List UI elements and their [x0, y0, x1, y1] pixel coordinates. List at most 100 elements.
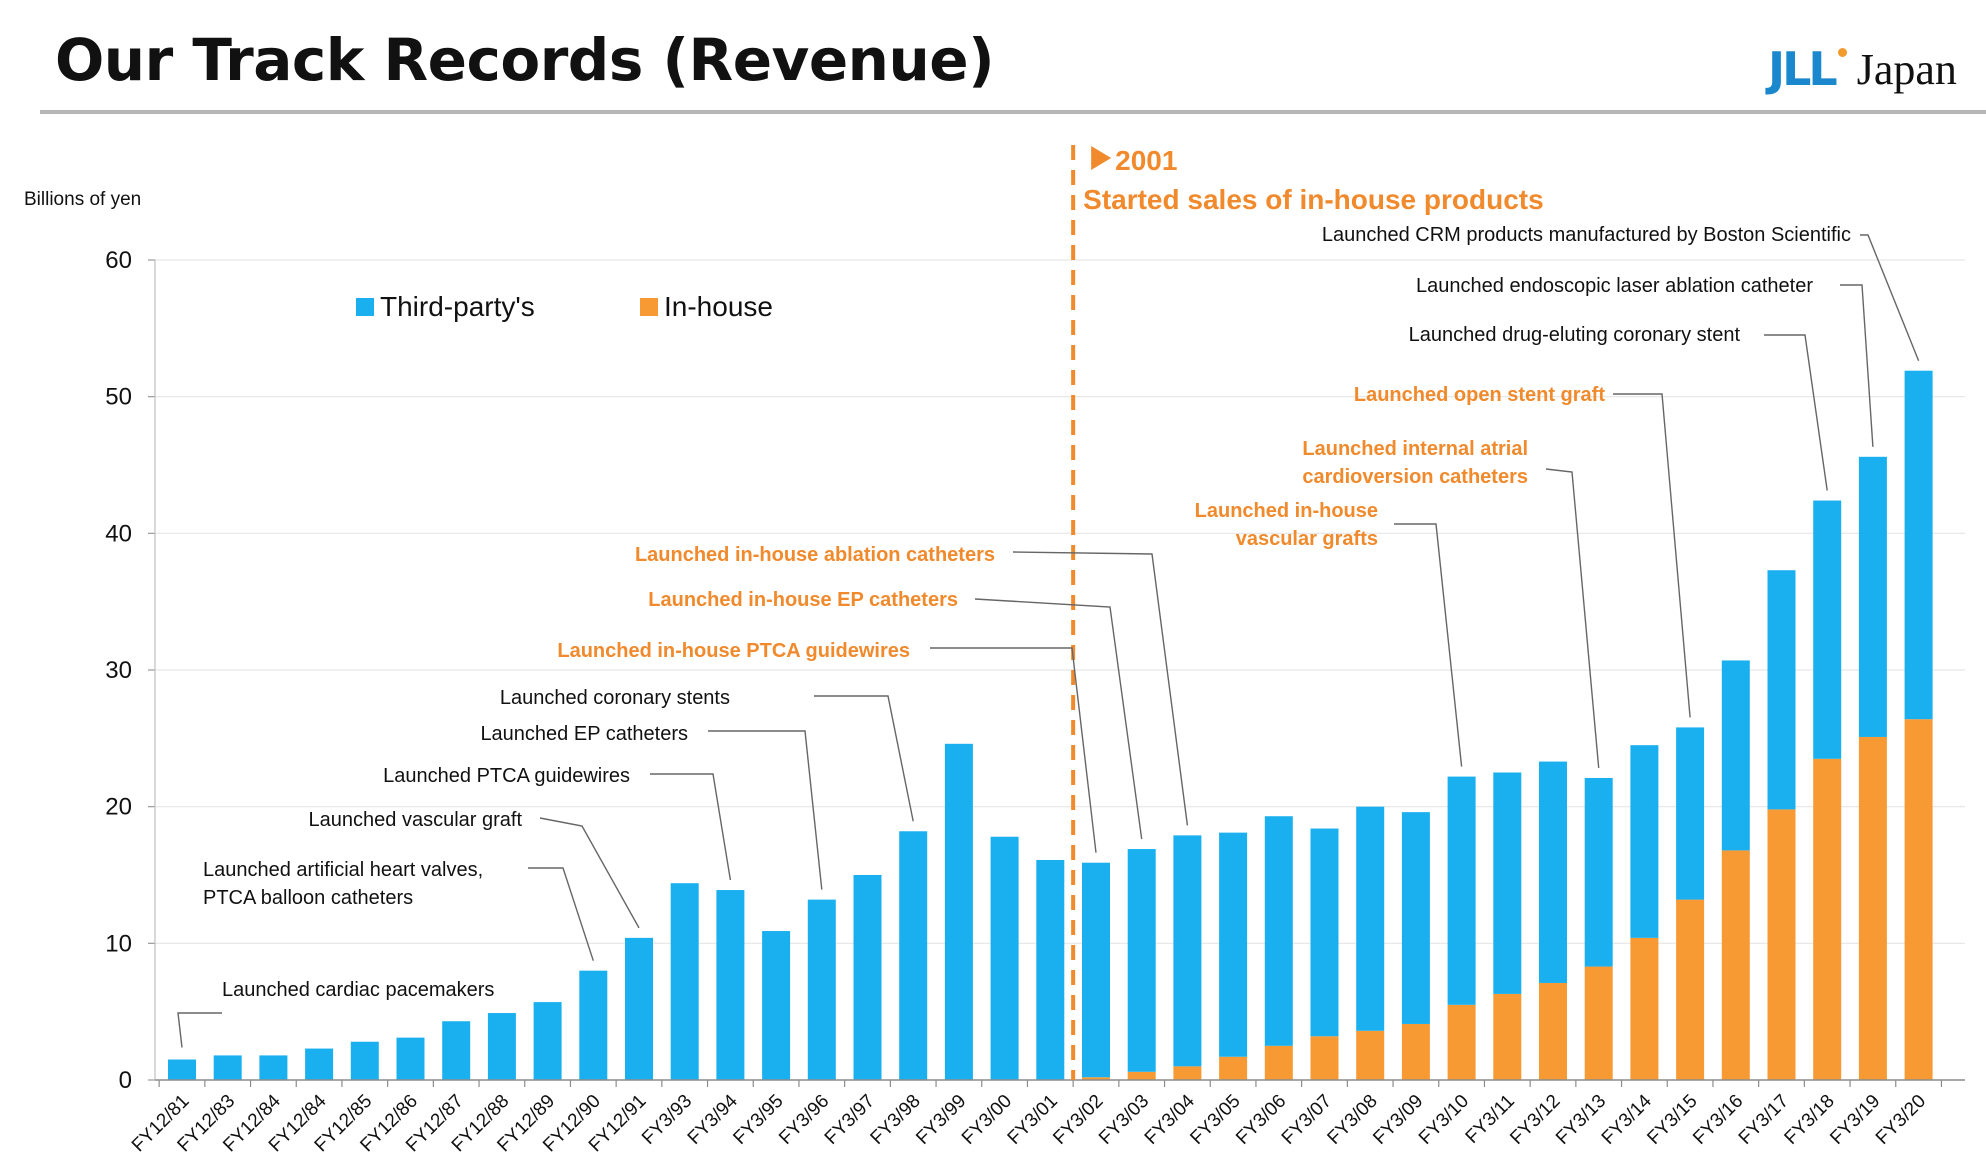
- legend-swatch: [640, 298, 658, 316]
- bar-third-party: [350, 1041, 379, 1080]
- bar-third-party: [396, 1037, 425, 1080]
- annotation-label: Launched vascular graft: [309, 809, 523, 831]
- annotation-label: Launched coronary stents: [500, 687, 730, 709]
- bar-in-house: [1447, 1004, 1476, 1080]
- bar-third-party: [305, 1048, 334, 1080]
- annotation-label: Launched in-house: [1195, 500, 1378, 522]
- bar-third-party: [670, 883, 699, 1080]
- bar-in-house: [1082, 1077, 1110, 1080]
- annotation-label: Launched CRM products manufactured by Bo…: [1322, 224, 1851, 246]
- annotation-leader: [1545, 468, 1600, 769]
- x-tick-label: FY3/20: [1872, 1091, 1930, 1149]
- annotation-leader: [814, 695, 914, 822]
- x-tick-label: FY3/19: [1826, 1091, 1884, 1149]
- annotation-leader: [974, 598, 1143, 840]
- bar-third-party: [716, 890, 745, 1080]
- bar-third-party: [1447, 776, 1476, 1005]
- y-tick-label: 60: [105, 247, 132, 274]
- bar-third-party: [1493, 772, 1522, 994]
- annotation-label: Launched endoscopic laser ablation cathe…: [1416, 275, 1813, 297]
- annotation-leader: [539, 817, 640, 929]
- bar-third-party: [1036, 859, 1065, 1080]
- bar-third-party: [1721, 660, 1750, 851]
- y-tick-label: 20: [105, 794, 132, 821]
- bar-third-party: [1904, 370, 1933, 720]
- annotation-label: Launched cardiac pacemakers: [222, 979, 494, 1001]
- company-logo: JLL Japan: [1768, 42, 1957, 96]
- annotation-leader: [1860, 234, 1920, 361]
- legend-label: In-house: [664, 291, 773, 322]
- bar-third-party: [213, 1055, 242, 1080]
- annotation-leader: [1394, 523, 1463, 767]
- x-tick-label: FY3/99: [912, 1091, 970, 1149]
- bar-in-house: [1264, 1045, 1293, 1080]
- annotation-label: Launched internal atrial: [1302, 438, 1528, 460]
- bar-third-party: [625, 937, 653, 1080]
- x-tick-label: FY3/17: [1735, 1091, 1793, 1149]
- bar-third-party: [579, 970, 608, 1080]
- triangle-icon: [1091, 146, 1112, 170]
- annotation-leader: [528, 867, 594, 961]
- x-tick-label: FY3/18: [1781, 1091, 1839, 1149]
- logo-text: Japan: [1856, 44, 1957, 94]
- x-tick-label: FY3/13: [1552, 1091, 1610, 1149]
- bar-in-house: [1356, 1030, 1385, 1080]
- bar-third-party: [1813, 500, 1842, 759]
- bar-third-party: [1264, 816, 1293, 1046]
- x-tick-label: FY3/05: [1186, 1091, 1244, 1149]
- annotation-leader: [650, 773, 732, 881]
- annotation-label: Launched in-house PTCA guidewires: [557, 640, 910, 662]
- bar-third-party: [990, 836, 1019, 1080]
- x-tick-label: FY3/97: [821, 1091, 879, 1149]
- x-tick-label: FY3/00: [958, 1091, 1016, 1149]
- x-tick-label: FY3/16: [1689, 1091, 1747, 1149]
- annotation-label: Launched in-house ablation catheters: [635, 544, 995, 566]
- x-tick-label: FY3/96: [775, 1091, 833, 1149]
- x-tick-label: FY3/03: [1095, 1091, 1153, 1149]
- bar-in-house: [1858, 736, 1887, 1080]
- annotation-label: Launched artificial heart valves,: [203, 859, 483, 881]
- bar-in-house: [1401, 1023, 1430, 1080]
- milestone-label: Started sales of in-house products: [1083, 184, 1544, 215]
- bar-in-house: [1127, 1071, 1156, 1080]
- bar-third-party: [259, 1055, 288, 1080]
- bar-in-house: [1767, 809, 1796, 1080]
- bar-third-party: [1767, 570, 1796, 810]
- bar-third-party: [807, 899, 836, 1080]
- bar-third-party: [1584, 777, 1613, 967]
- logo-mark: JLL: [1768, 42, 1838, 96]
- logo-dot-icon: [1838, 48, 1847, 57]
- y-tick-label: 0: [119, 1067, 132, 1094]
- bar-third-party: [762, 931, 791, 1080]
- x-tick-label: FY3/02: [1049, 1091, 1107, 1149]
- bar-third-party: [1310, 828, 1339, 1037]
- x-tick-label: FY3/98: [867, 1091, 925, 1149]
- y-tick-label: 10: [105, 930, 132, 957]
- x-tick-label: FY3/12: [1506, 1091, 1564, 1149]
- bar-third-party: [1401, 812, 1430, 1024]
- bar-third-party: [442, 1021, 471, 1080]
- x-tick-label: FY3/95: [729, 1091, 787, 1149]
- annotation-label: Launched EP catheters: [480, 723, 688, 745]
- bar-in-house: [1584, 966, 1613, 1080]
- bar-third-party: [944, 743, 973, 1080]
- x-tick-label: FY3/94: [684, 1090, 742, 1148]
- y-tick-label: 50: [105, 384, 132, 411]
- x-tick-label: FY3/07: [1278, 1091, 1336, 1149]
- bar-in-house: [1539, 982, 1567, 1080]
- bar-in-house: [1630, 937, 1659, 1080]
- annotation-label: cardioversion catheters: [1302, 466, 1528, 488]
- legend-swatch: [356, 298, 374, 316]
- bar-third-party: [1082, 862, 1110, 1078]
- bar-third-party: [168, 1059, 196, 1080]
- x-tick-label: FY3/93: [638, 1091, 696, 1149]
- bar-in-house: [1676, 899, 1705, 1080]
- annotation-leader: [708, 730, 823, 890]
- x-tick-label: FY3/04: [1141, 1090, 1199, 1148]
- annotation-label: Launched drug-eluting coronary stent: [1409, 324, 1741, 346]
- annotation-label: Launched in-house EP catheters: [648, 589, 958, 611]
- annotation-label: Launched PTCA guidewires: [383, 765, 630, 787]
- annotation-leader: [1613, 393, 1691, 718]
- bar-in-house: [1219, 1056, 1248, 1080]
